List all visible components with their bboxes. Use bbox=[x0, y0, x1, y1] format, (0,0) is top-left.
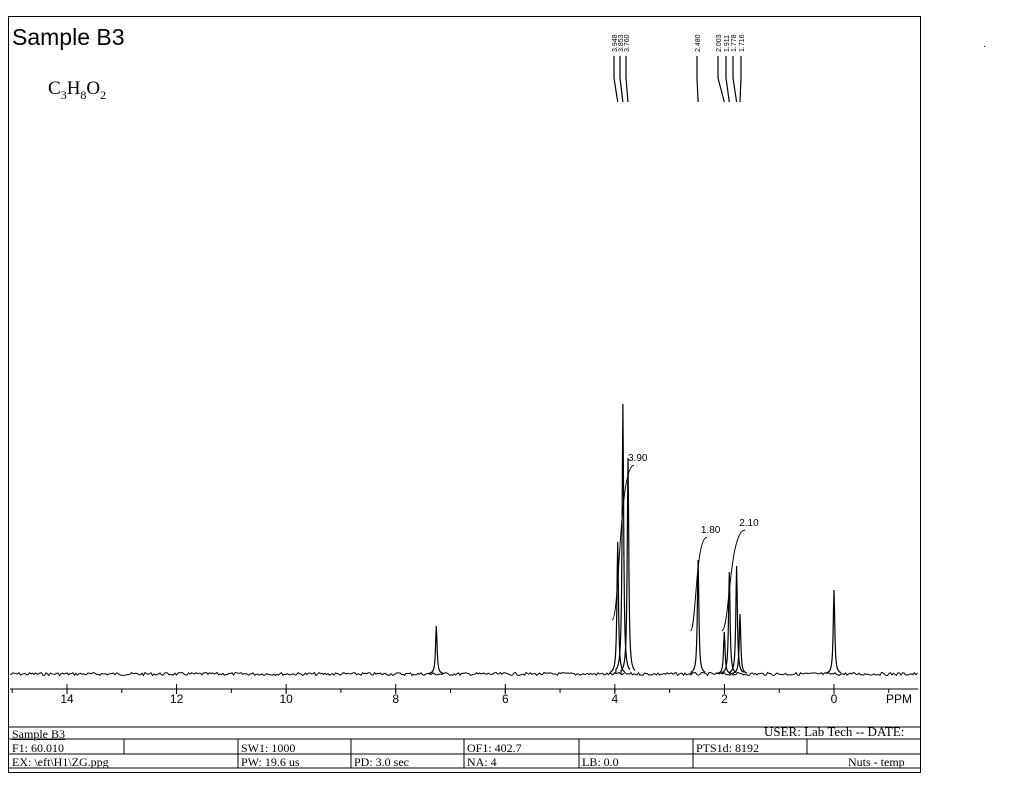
integrals-group: 3.90 1.80 2.10 bbox=[611, 453, 759, 632]
peak-label-7: 1.716 bbox=[739, 34, 746, 52]
peak-label-3: 2.480 bbox=[695, 34, 702, 52]
x-axis-label: PPM bbox=[886, 692, 912, 706]
x-tick-label-2: 10 bbox=[279, 692, 293, 706]
integral-curve-0 bbox=[611, 464, 635, 621]
peak-leader-2 bbox=[625, 56, 629, 103]
spectrum-baseline bbox=[9, 671, 918, 677]
footer-of1: OF1: 402.7 bbox=[467, 741, 522, 755]
x-tick-label-1: 12 bbox=[170, 692, 184, 706]
spectrum-frame bbox=[8, 16, 921, 773]
peak-5 bbox=[716, 631, 732, 674]
sample-title: Sample B3 bbox=[12, 24, 125, 50]
peak-2 bbox=[615, 403, 631, 674]
footer-pd: PD: 3.0 sec bbox=[354, 755, 409, 769]
integral-curve-1 bbox=[690, 536, 708, 632]
peak-leader-5 bbox=[725, 56, 730, 103]
x-tick-label-7: 0 bbox=[831, 692, 838, 706]
peak-labels-group: 3.948 3.853 3.760 2.480 2.003 1.911 1.778 1.716 bbox=[612, 34, 746, 103]
stray-mark: · bbox=[983, 42, 987, 53]
peak-7 bbox=[729, 565, 744, 674]
footer-table-lines bbox=[8, 726, 921, 769]
peak-leader-3 bbox=[696, 56, 699, 103]
peak-label-0: 3.948 bbox=[612, 34, 619, 52]
peak-label-2: 3.760 bbox=[624, 34, 631, 52]
footer-sw1: SW1: 1000 bbox=[241, 741, 296, 755]
footer-lb: LB: 0.0 bbox=[582, 755, 619, 769]
x-tick-label-5: 4 bbox=[612, 692, 619, 706]
molecular-formula: C3H8O2 bbox=[48, 78, 107, 102]
peak-leader-0 bbox=[613, 56, 619, 103]
footer-na: NA: 4 bbox=[467, 755, 497, 769]
footer-user-date: USER: Lab Tech -- DATE: bbox=[764, 724, 905, 739]
integral-label-1: 1.80 bbox=[701, 525, 721, 536]
footer-ex: EX: \eft\H1\ZG.ppg bbox=[12, 755, 109, 769]
peak-leader-6 bbox=[732, 56, 738, 103]
integral-curve-2 bbox=[721, 529, 746, 632]
x-tick-label-6: 2 bbox=[721, 692, 728, 706]
peak-label-4: 2.003 bbox=[716, 34, 723, 52]
integral-label-2: 2.10 bbox=[739, 518, 759, 529]
peak-8 bbox=[732, 613, 748, 674]
footer-nuts: Nuts - temp bbox=[848, 755, 905, 769]
footer-f1: F1: 60.010 bbox=[12, 741, 65, 755]
peak-label-1: 3.853 bbox=[618, 34, 625, 52]
peak-leader-1 bbox=[619, 56, 624, 103]
baseline-group bbox=[9, 671, 918, 677]
x-axis-group: 14 12 10 8 6 4 2 0 PPM bbox=[10, 684, 918, 706]
x-tick-label-4: 6 bbox=[502, 692, 509, 706]
peak-label-5: 1.911 bbox=[724, 35, 731, 52]
peak-3 bbox=[620, 457, 636, 674]
peak-0 bbox=[428, 625, 444, 674]
peak-1 bbox=[610, 541, 626, 674]
peak-6 bbox=[721, 571, 737, 674]
integral-label-0: 3.90 bbox=[628, 453, 648, 464]
x-tick-label-0: 14 bbox=[60, 692, 74, 706]
footer-pts: PTS1d: 8192 bbox=[696, 741, 760, 755]
peak-9 bbox=[826, 589, 842, 674]
peak-label-6: 1.778 bbox=[731, 34, 738, 52]
peaks-group bbox=[428, 403, 842, 674]
x-tick-label-3: 8 bbox=[392, 692, 399, 706]
peak-leader-4 bbox=[717, 56, 725, 103]
peak-leader-7 bbox=[739, 56, 742, 103]
footer-pw: PW: 19.6 us bbox=[241, 755, 300, 769]
footer-sample: Sample B3 bbox=[12, 727, 65, 741]
